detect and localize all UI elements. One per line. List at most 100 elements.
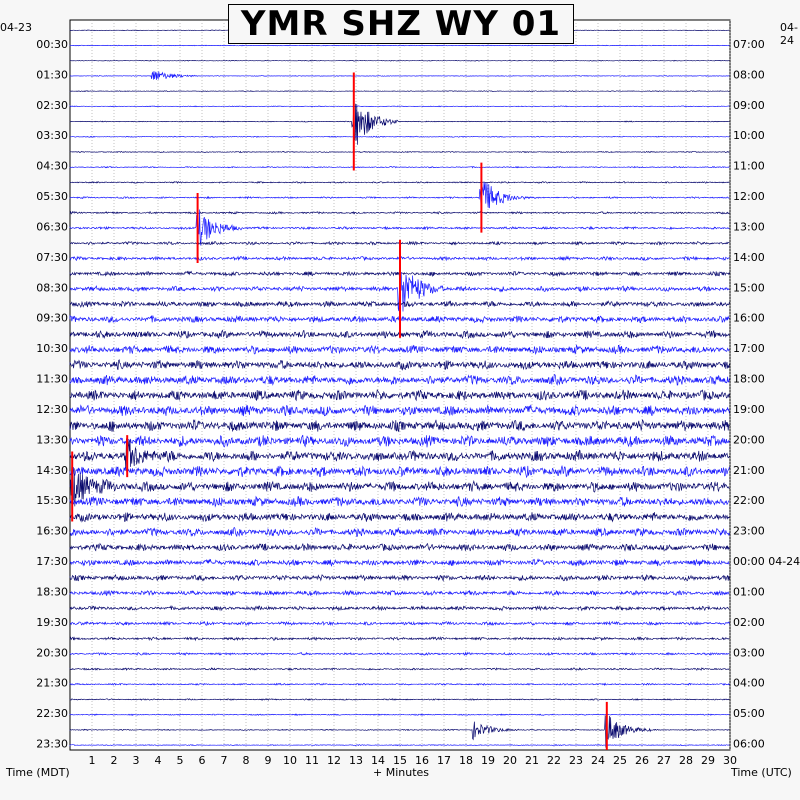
right-time-label: 06:00: [733, 738, 765, 751]
trace-row-41: [69, 651, 730, 656]
y-axis-label-right: Time (UTC): [731, 766, 792, 779]
chart-title-box: YMR SHZ WY 01: [228, 4, 574, 44]
trace-row-44: [69, 698, 730, 701]
x-tick-label: 8: [243, 754, 250, 767]
start-date-label: 04-23: [0, 21, 32, 34]
left-time-label: 22:30: [36, 707, 68, 720]
seismogram-traces: [69, 29, 730, 748]
right-time-label: 07:00: [733, 38, 765, 51]
x-tick-label: 10: [283, 754, 297, 767]
right-time-label: 08:00: [733, 68, 765, 81]
x-tick-label: 20: [503, 754, 517, 767]
right-time-label: 01:00: [733, 585, 765, 598]
x-tick-label: 12: [327, 754, 341, 767]
left-time-label: 07:30: [36, 251, 68, 264]
trace-row-38: [69, 604, 730, 612]
trace-row-43: [69, 682, 730, 687]
trace-row-31: [69, 495, 730, 508]
trace-row-45: [69, 713, 730, 717]
right-time-labels: 07:00 08:00 09:00 10:00 11:00 12:00 13:00 14:00…: [733, 38, 800, 751]
trace-row-10: [69, 180, 730, 184]
x-tick-label: 11: [305, 754, 319, 767]
x-tick-label: 22: [547, 754, 561, 767]
trace-row-35: [69, 558, 730, 567]
right-time-label: 23:00: [733, 525, 765, 538]
x-tick-label: 29: [701, 754, 715, 767]
trace-row-4: [69, 90, 730, 92]
trace-row-28: [69, 438, 730, 471]
left-time-label: 12:30: [36, 403, 68, 416]
x-tick-label: 30: [723, 754, 737, 767]
left-time-label: 10:30: [36, 342, 68, 355]
trace-row-3: [70, 71, 730, 81]
left-time-label: 14:30: [36, 464, 68, 477]
x-tick-label: 15: [393, 754, 407, 767]
right-time-label: 19:00: [733, 403, 765, 416]
plot-area: [69, 19, 731, 751]
trace-row-24: [69, 389, 730, 402]
trace-row-32: [69, 512, 730, 523]
trace-row-1: [69, 44, 730, 47]
x-tick-label: 25: [613, 754, 627, 767]
left-time-label: 04:30: [36, 160, 68, 173]
right-time-label: 17:00: [733, 342, 765, 355]
left-time-label: 06:30: [36, 220, 68, 233]
x-tick-label: 14: [371, 754, 385, 767]
right-time-label: 12:00: [733, 190, 765, 203]
trace-row-46: [69, 715, 730, 748]
left-time-label: 13:30: [36, 433, 68, 446]
left-time-label: 09:30: [36, 312, 68, 325]
left-time-label: 23:30: [36, 738, 68, 751]
trace-row-22: [69, 359, 730, 371]
left-time-label: 02:30: [36, 99, 68, 112]
x-tick-label: 6: [199, 754, 206, 767]
left-time-label: 17:30: [36, 555, 68, 568]
x-tick-label: 27: [657, 754, 671, 767]
x-tick-label: 5: [177, 754, 184, 767]
trace-row-47: [69, 744, 730, 747]
x-tick-label: 2: [111, 754, 118, 767]
right-time-label: 11:00: [733, 160, 765, 173]
x-tick-label: 18: [459, 754, 473, 767]
trace-row-36: [69, 573, 730, 582]
x-tick-label: 9: [265, 754, 272, 767]
x-tick-label: 26: [635, 754, 649, 767]
y-axis-label-left: Time (MDT): [6, 766, 70, 779]
right-time-label: 16:00: [733, 312, 765, 325]
x-axis-label: + Minutes: [373, 766, 430, 779]
trace-row-7: [70, 135, 730, 138]
trace-row-13: [69, 209, 730, 246]
x-axis-ticks: 1 2 3 4 5 6 7 8 9 10 11 12 13 14 15 16 17 18 19 20 21 22 23 24 2…: [89, 754, 738, 767]
trace-row-9: [69, 165, 730, 169]
trace-row-42: [69, 667, 730, 671]
right-time-label: 02:00: [733, 616, 765, 629]
left-time-labels: 00:30 01:30 02:30 03:30 04:30 05:30 06:30 07:30…: [36, 38, 68, 751]
x-tick-label: 21: [525, 754, 539, 767]
left-time-label: 03:30: [36, 129, 68, 142]
left-time-label: 08:30: [36, 281, 68, 294]
x-tick-label: 13: [349, 754, 363, 767]
trace-row-26: [69, 419, 730, 433]
right-time-label: 04:00: [733, 677, 765, 690]
trace-row-11: [69, 181, 730, 209]
trace-row-30: [69, 468, 730, 507]
trace-row-5: [69, 104, 730, 108]
right-time-label: 22:00: [733, 494, 765, 507]
trace-row-8: [69, 150, 730, 154]
chart-title: YMR SHZ WY 01: [240, 4, 562, 44]
x-tick-label: 28: [679, 754, 693, 767]
left-time-label: 00:30: [36, 38, 68, 51]
left-time-label: 16:30: [36, 525, 68, 538]
x-tick-label: 1: [89, 754, 96, 767]
trace-row-39: [69, 620, 730, 627]
trace-row-23: [69, 373, 730, 386]
right-time-label: 00:00 04-24: [733, 555, 800, 568]
trace-row-2: [70, 59, 730, 62]
trace-row-6: [69, 93, 730, 145]
x-tick-label: 17: [437, 754, 451, 767]
right-time-label: 15:00: [733, 281, 765, 294]
trace-row-40: [69, 636, 730, 642]
trace-row-12: [69, 210, 730, 215]
x-tick-label: 7: [221, 754, 228, 767]
